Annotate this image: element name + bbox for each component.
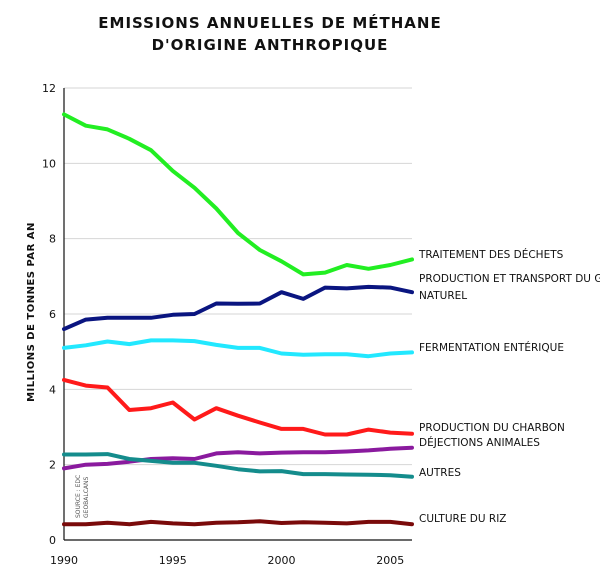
- y-tick-label: 10: [42, 157, 56, 170]
- series-label: PRODUCTION ET TRANSPORT DU GAZ NATUREL: [419, 273, 600, 302]
- series-label: DÉJECTIONS ANIMALES: [419, 436, 540, 449]
- axes: [63, 88, 412, 541]
- chart-title: EMISSIONS ANNUELLES DE MÉTHANE D'ORIGINE…: [98, 13, 441, 54]
- source-note-line-1: SOURCE : EDC: [75, 475, 82, 518]
- series-label: PRODUCTION DU CHARBON: [419, 422, 565, 434]
- chart-title-line-2: D'ORIGINE ANTHROPIQUE: [152, 36, 389, 54]
- series-label: CULTURE DU RIZ: [419, 513, 506, 525]
- source-note: SOURCE : EDC GEOBALCANS: [75, 475, 90, 518]
- y-tick-label: 4: [49, 383, 56, 396]
- x-tick-labels: 1990 1995 2000 2005: [50, 554, 404, 567]
- series-lines: [62, 112, 414, 527]
- y-tick-label: 6: [49, 308, 56, 321]
- x-tick-label: 2000: [268, 554, 296, 567]
- x-tick-label: 1995: [159, 554, 187, 567]
- y-tick-label: 0: [49, 534, 56, 547]
- series-label-line: AUTRES: [419, 467, 461, 479]
- source-note-line-2: GEOBALCANS: [83, 476, 90, 518]
- series-label: TRAITEMENT DES DÉCHETS: [418, 248, 564, 261]
- x-tick-label: 2005: [376, 554, 404, 567]
- series-label-line: PRODUCTION ET TRANSPORT DU GAZ: [419, 273, 600, 285]
- series-line: [62, 519, 414, 527]
- series-line: [62, 112, 414, 277]
- y-tick-label: 2: [49, 459, 56, 472]
- series-label-line: NATUREL: [419, 290, 467, 302]
- series-label-line: FERMENTATION ENTÉRIQUE: [419, 341, 564, 354]
- series-label: FERMENTATION ENTÉRIQUE: [419, 341, 564, 354]
- series-line: [62, 445, 414, 471]
- y-tick-label: 12: [42, 82, 56, 95]
- series-line: [62, 284, 414, 332]
- y-tick-label: 8: [49, 233, 56, 246]
- series-label-line: TRAITEMENT DES DÉCHETS: [418, 248, 564, 261]
- chart-title-line-1: EMISSIONS ANNUELLES DE MÉTHANE: [98, 13, 441, 32]
- series-label: AUTRES: [419, 467, 461, 479]
- y-axis-label: MILLIONS DE TONNES PAR AN: [26, 222, 37, 402]
- x-tick-label: 1990: [50, 554, 78, 567]
- gridlines: [64, 87, 412, 466]
- series-line: [62, 338, 414, 359]
- series-label-line: DÉJECTIONS ANIMALES: [419, 436, 540, 449]
- series-label-line: PRODUCTION DU CHARBON: [419, 422, 565, 434]
- y-tick-labels: 0 2 4 6 8 10 12: [42, 82, 56, 547]
- series-labels: TRAITEMENT DES DÉCHETS PRODUCTION ET TRAN…: [418, 248, 600, 525]
- series-label-line: CULTURE DU RIZ: [419, 513, 506, 525]
- series-line: [62, 452, 414, 479]
- series-line: [62, 377, 414, 437]
